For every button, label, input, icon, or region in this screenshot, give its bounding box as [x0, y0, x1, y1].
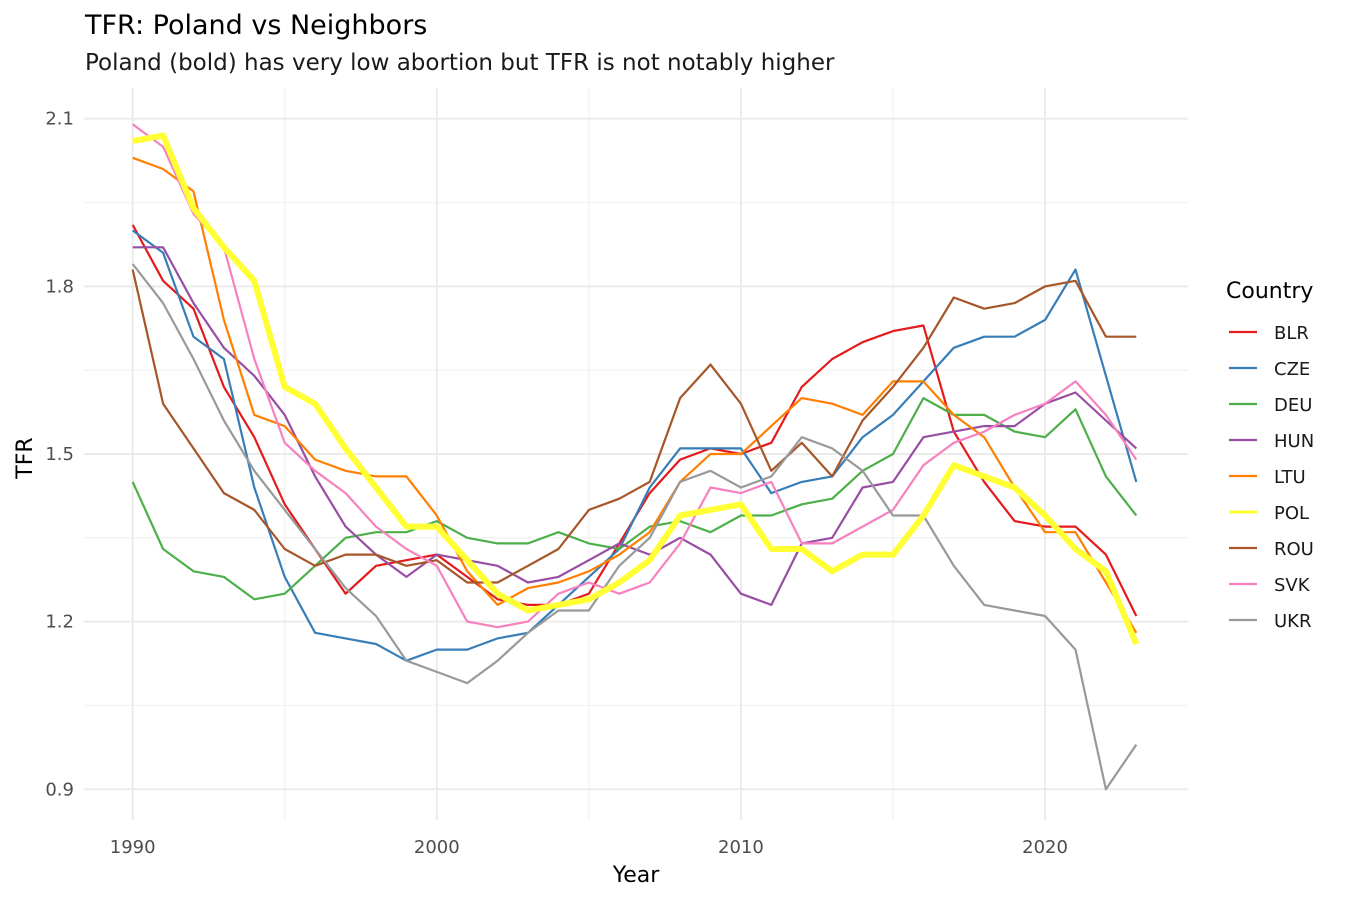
series-lines: [131, 123, 1140, 791]
legend-label-pol: POL: [1274, 503, 1309, 524]
y-tick-label: 1.2: [45, 612, 74, 633]
series-line-blr: [131, 224, 1138, 617]
legend-label-rou: ROU: [1274, 539, 1314, 560]
series-line-hun: [132, 246, 1138, 607]
series-line-svk: [132, 123, 1138, 629]
x-tick-label: 2000: [414, 837, 460, 858]
y-axis-title: TFR: [13, 437, 38, 479]
series-line-deu: [131, 397, 1138, 601]
y-tick-label: 0.9: [45, 779, 74, 800]
chart-subtitle: Poland (bold) has very low abortion but …: [85, 50, 835, 76]
series-line-ukr: [131, 263, 1138, 791]
x-tick-label: 2020: [1022, 837, 1068, 858]
legend-title: Country: [1226, 279, 1313, 304]
legend-label-hun: HUN: [1274, 431, 1314, 452]
x-tick-label: 1990: [110, 837, 156, 858]
chart-title: TFR: Poland vs Neighbors: [84, 10, 427, 41]
legend-label-cze: CZE: [1274, 359, 1310, 380]
series-line-pol: [132, 132, 1140, 646]
y-tick-label: 2.1: [45, 109, 74, 130]
x-tick-label: 2010: [718, 837, 764, 858]
legend-label-blr: BLR: [1274, 323, 1309, 344]
series-line-rou: [131, 269, 1137, 584]
legend-label-ukr: UKR: [1274, 611, 1312, 632]
legend: Country BLR CZE DEU HUN LTU POL ROU SVK UKR: [1226, 279, 1314, 632]
legend-label-ltu: LTU: [1274, 467, 1306, 488]
legend-label-svk: SVK: [1274, 575, 1311, 596]
series-line-cze: [132, 229, 1138, 662]
axis-ticks: 0.9 1.2 1.5 1.8 2.1 1990 2000 2010 2020: [45, 109, 1068, 858]
y-tick-label: 1.8: [45, 276, 74, 297]
x-axis-title: Year: [612, 863, 661, 888]
legend-label-deu: DEU: [1274, 395, 1312, 416]
y-tick-label: 1.5: [45, 444, 74, 465]
series-line-ltu: [132, 156, 1138, 634]
grid: [84, 88, 1188, 820]
